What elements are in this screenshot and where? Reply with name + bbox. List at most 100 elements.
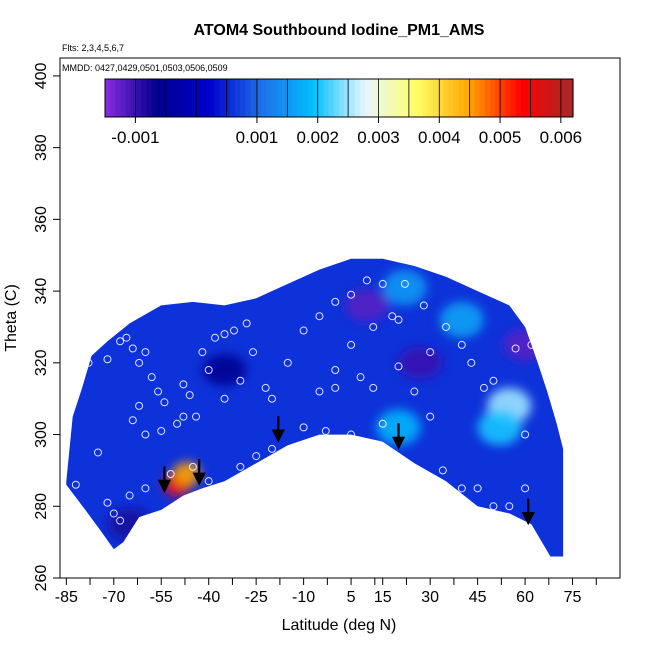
colorbar-segment bbox=[292, 79, 298, 117]
colorbar-segment bbox=[515, 79, 522, 117]
sample-point bbox=[211, 333, 220, 342]
flights-label: Flts: 2,3,4,5,6,7 bbox=[62, 43, 124, 53]
y-tick-label: 280 bbox=[33, 493, 50, 520]
low-region bbox=[107, 508, 152, 541]
low-region bbox=[398, 346, 443, 379]
colorbar-segment bbox=[177, 79, 184, 117]
colorbar-segment bbox=[266, 79, 272, 117]
colorbar-segment bbox=[146, 79, 153, 117]
colorbar-segment bbox=[339, 79, 345, 117]
colorbar-segment bbox=[521, 79, 527, 117]
sample-point bbox=[369, 322, 378, 331]
sample-point bbox=[347, 290, 356, 299]
sample-point bbox=[220, 394, 229, 403]
colorbar-segment bbox=[151, 79, 158, 117]
colorbar: -0.001 0.001 0.002 0.003 0.004 0.005 0.006 bbox=[104, 78, 582, 147]
colorbar-segment bbox=[172, 79, 179, 117]
colorbar-segment bbox=[349, 79, 356, 117]
sample-point bbox=[135, 401, 144, 410]
colorbar-segment bbox=[422, 79, 428, 117]
colorbar-segment bbox=[469, 79, 475, 117]
colorbar-segment bbox=[411, 79, 418, 117]
y-tick-label: 400 bbox=[33, 62, 50, 89]
sample-point bbox=[457, 340, 466, 349]
colorbar-segment bbox=[131, 79, 137, 117]
sample-point bbox=[521, 484, 530, 493]
low-region bbox=[202, 354, 247, 386]
colorbar-segment bbox=[531, 79, 538, 117]
colorbar-segment bbox=[484, 79, 491, 117]
sample-point bbox=[347, 340, 356, 349]
y-tick-label: 380 bbox=[33, 134, 50, 161]
colorbar-tick-label: 0.004 bbox=[418, 128, 461, 147]
sample-point bbox=[192, 412, 201, 421]
x-axis-label: Latitude (deg N) bbox=[282, 617, 397, 634]
colorbar-segment bbox=[261, 79, 267, 117]
colorbar-segment bbox=[417, 79, 423, 117]
sample-point bbox=[527, 340, 536, 349]
sample-point bbox=[505, 502, 514, 511]
x-tick-label: 30 bbox=[421, 589, 439, 606]
plot-frame bbox=[59, 57, 621, 579]
sample-point bbox=[173, 419, 182, 428]
colorbar-tick-label: 0.002 bbox=[296, 128, 339, 147]
colorbar-segment bbox=[448, 79, 454, 117]
sample-point bbox=[179, 380, 188, 389]
x-axis: -85 -70 -55 -40 -25 -10 5 15 30 45 60 75 bbox=[55, 578, 597, 606]
colorbar-segment bbox=[396, 79, 402, 117]
colorbar-segment bbox=[365, 79, 371, 117]
sample-point bbox=[125, 491, 134, 500]
low-region bbox=[344, 289, 389, 322]
colorbar-segment bbox=[235, 79, 241, 117]
sample-point bbox=[128, 344, 137, 353]
sample-point bbox=[230, 326, 239, 335]
sample-point bbox=[426, 348, 435, 357]
colorbar-segment bbox=[562, 79, 569, 117]
colorbar-segment bbox=[167, 79, 174, 117]
dates-label: MMDD: 0427,0429,0501,0503,0506,0509 bbox=[62, 63, 228, 73]
sample-point bbox=[122, 333, 131, 342]
colorbar-segment bbox=[406, 79, 413, 117]
colorbar-segment bbox=[458, 79, 465, 117]
sample-point bbox=[179, 412, 188, 421]
colorbar-segment bbox=[354, 79, 361, 117]
sample-point bbox=[479, 383, 488, 392]
colorbar-tick-label: 0.005 bbox=[479, 128, 522, 147]
sample-point bbox=[147, 373, 156, 382]
sample-point bbox=[141, 348, 150, 357]
colorbar-segment bbox=[318, 79, 324, 117]
colorbar-segment bbox=[229, 79, 236, 117]
colorbar-segment bbox=[313, 79, 319, 117]
sample-point bbox=[394, 362, 403, 371]
colorbar-segment bbox=[547, 79, 553, 117]
x-tick-label: -55 bbox=[150, 589, 173, 606]
sample-point bbox=[467, 358, 476, 367]
colorbar-segment bbox=[391, 79, 397, 117]
colorbar-segment bbox=[115, 79, 122, 117]
colorbar-segment bbox=[203, 79, 210, 117]
x-tick-label: -10 bbox=[292, 589, 315, 606]
colorbar-segment bbox=[526, 79, 532, 117]
colorbar-segment bbox=[307, 79, 314, 117]
y-axis: 260 280 300 320 340 360 380 400 bbox=[33, 62, 60, 591]
sample-point bbox=[321, 426, 330, 435]
x-tick-label: 5 bbox=[347, 589, 356, 606]
colorbar-segment bbox=[105, 79, 111, 117]
sample-point bbox=[141, 430, 150, 439]
colorbar-segment bbox=[328, 79, 335, 117]
colorbar-frame bbox=[104, 78, 574, 118]
sample-point bbox=[356, 373, 365, 382]
x-tick-label: -25 bbox=[245, 589, 268, 606]
sample-point bbox=[93, 448, 102, 457]
sample-point bbox=[103, 498, 112, 507]
sample-point bbox=[198, 348, 207, 357]
colorbar-segment bbox=[552, 79, 558, 117]
sample-point bbox=[457, 484, 466, 493]
colorbar-tick-label: 0.001 bbox=[236, 128, 279, 147]
sample-point bbox=[71, 480, 80, 489]
sample-point bbox=[331, 297, 340, 306]
colorbar-segment bbox=[136, 79, 142, 117]
colorbar-segment bbox=[255, 79, 262, 117]
y-tick-label: 260 bbox=[33, 565, 50, 592]
sample-point bbox=[267, 394, 276, 403]
